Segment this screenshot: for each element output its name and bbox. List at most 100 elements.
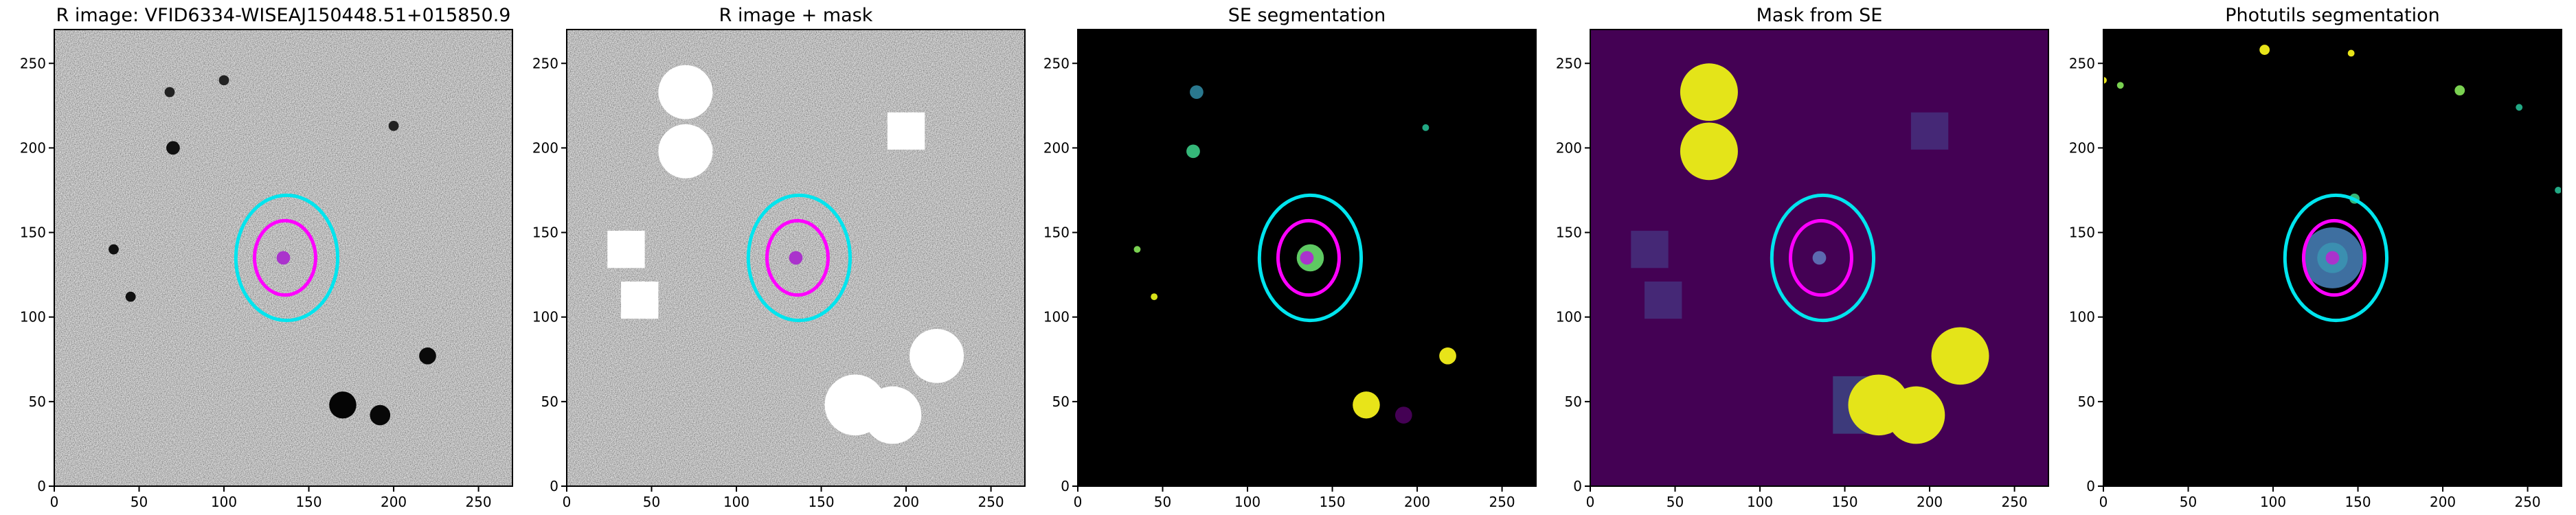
y-tick-label: 250 [1043,55,1070,71]
y-tick-label: 150 [1043,225,1070,241]
x-tick-label: 50 [2180,494,2197,510]
x-tick-label: 150 [1831,494,1857,510]
x-tick-label: 250 [2001,494,2027,510]
source [2555,187,2562,194]
y-tick-label: 200 [1043,139,1070,156]
source [218,75,229,86]
x-tick-label: 0 [1586,494,1595,510]
x-tick-label: 250 [2514,494,2540,510]
source [1151,293,1158,301]
source [2103,76,2107,84]
outer-ellipse [1770,193,1876,323]
outer-ellipse [234,193,340,323]
y-tick-label: 0 [2086,478,2095,494]
image [54,30,512,486]
mask-box [621,281,659,319]
y-tick-label: 150 [2069,225,2095,241]
x-tick-label: 150 [2345,494,2371,510]
source [1353,391,1380,419]
panel: R image: VFID6334-WISEAJ150448.51+015850… [20,5,513,510]
x-tick-label: 50 [643,494,660,510]
x-tick-label: 250 [465,494,491,510]
source [388,121,399,131]
x-tick-label: 50 [1667,494,1684,510]
image [567,30,1025,486]
panel: R image + mask 0 50 100 150 200 250 0 50 100 150 20… [532,5,1026,510]
source [1133,246,1141,253]
source [1422,124,1430,131]
image [2103,30,2562,486]
x-tick-label: 50 [1154,494,1171,510]
source [166,141,180,155]
x-tick-label: 100 [2260,494,2286,510]
panel: Photutils segmentation 0 50 100 150 200 250 0 50… [2069,5,2562,510]
axes-frame [566,29,1026,487]
source [164,87,175,98]
x-tick-label: 150 [1319,494,1345,510]
inner-ellipse [253,218,317,297]
mask-box [607,231,645,268]
x-tick-label: 0 [1074,494,1083,510]
inner-ellipse [1789,218,1853,297]
y-tick-label: 0 [1061,478,1070,494]
y-tick-label: 100 [2069,309,2095,325]
panel: Mask from SE 0 50 100 150 200 250 0 50 100 150 200 2… [1556,5,2049,510]
y-tick-label: 250 [20,55,46,71]
x-tick-label: 200 [2430,494,2456,510]
panel-title: R image: VFID6334-WISEAJ150448.51+015850… [56,5,511,26]
y-tick-label: 200 [2069,139,2095,156]
inner-ellipse [2302,218,2366,297]
axes-frame [1077,29,1537,487]
source [789,251,803,265]
x-tick-label: 150 [295,494,321,510]
source [419,347,436,365]
x-tick-label: 100 [211,494,237,510]
source [1394,407,1412,424]
y-tick-label: 250 [1556,55,1582,71]
outer-ellipse [2283,193,2389,323]
source [1439,347,1456,365]
source [370,404,391,426]
inner-ellipse [1276,218,1341,297]
source [2454,85,2465,96]
outer-ellipse [1257,193,1364,323]
y-tick-label: 50 [29,393,46,410]
y-tick-label: 100 [532,309,558,325]
source [2347,49,2355,57]
image [1590,30,2048,486]
source [1887,386,1945,444]
y-tick-label: 100 [1556,309,1582,325]
mask-box [1645,281,1682,319]
x-tick-label: 250 [1489,494,1515,510]
x-tick-label: 100 [723,494,749,510]
source [1680,63,1738,121]
y-tick-label: 200 [1556,139,1582,156]
mask-box [1631,231,1669,268]
outer-ellipse [746,193,852,323]
y-tick-label: 50 [2078,393,2095,410]
panel-title: Photutils segmentation [2225,5,2440,26]
source [329,391,357,419]
source [1300,251,1314,265]
y-tick-label: 150 [532,225,558,241]
source [658,124,713,179]
y-tick-label: 200 [532,139,558,156]
x-tick-label: 0 [2099,494,2108,510]
y-tick-label: 50 [1052,393,1070,410]
y-tick-label: 0 [550,478,558,494]
y-tick-label: 200 [20,139,46,156]
source [109,244,119,255]
panel-title: Mask from SE [1756,5,1883,26]
y-tick-label: 50 [541,393,558,410]
source [2325,251,2340,265]
x-tick-label: 200 [1404,494,1430,510]
x-tick-label: 0 [50,494,59,510]
panel: SE segmentation 0 50 100 150 200 250 0 50 100 150 2… [1043,5,1537,510]
x-tick-label: 0 [563,494,572,510]
y-tick-label: 50 [1565,393,1582,410]
source [2116,82,2124,89]
inner-ellipse [765,218,830,297]
x-tick-label: 100 [1234,494,1261,510]
source [1680,122,1738,181]
